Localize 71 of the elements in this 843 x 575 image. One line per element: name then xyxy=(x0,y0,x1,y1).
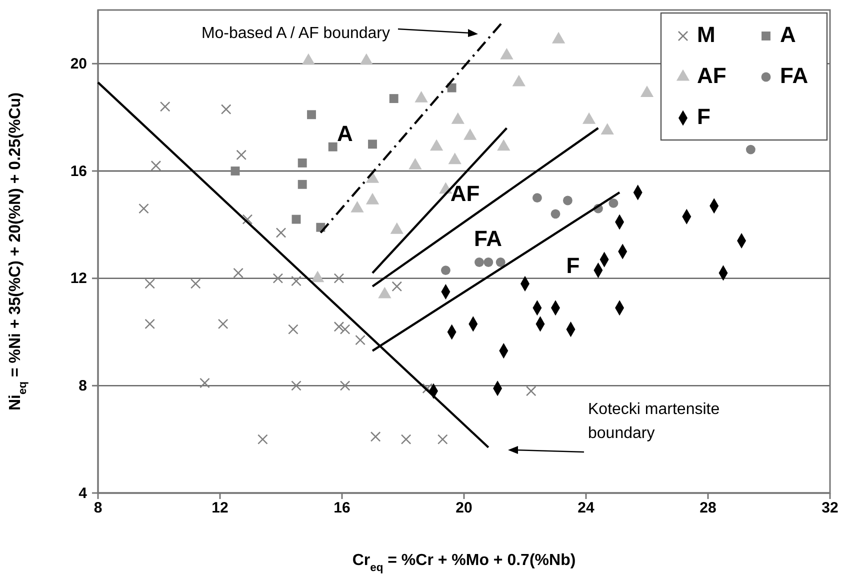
point xyxy=(288,324,298,334)
annotation: AF xyxy=(450,180,480,206)
legend-label: FA xyxy=(780,62,808,88)
point xyxy=(340,324,350,334)
point xyxy=(328,142,338,152)
point xyxy=(422,383,433,394)
annotation: Kotecki martensite boundary xyxy=(588,401,720,442)
point xyxy=(355,334,366,346)
y-tick-label: 8 xyxy=(78,377,87,394)
point xyxy=(307,110,316,120)
point xyxy=(447,83,456,92)
x-tick-label: 8 xyxy=(94,500,102,517)
point xyxy=(230,166,240,176)
point xyxy=(437,434,448,444)
point xyxy=(292,214,301,224)
legend-label: A xyxy=(780,22,796,47)
point xyxy=(298,158,307,168)
legend-label: AF xyxy=(697,62,726,88)
x-tick-label: 32 xyxy=(822,500,838,517)
point xyxy=(200,378,210,388)
x-tick-label: 20 xyxy=(456,500,472,517)
point xyxy=(233,268,244,278)
point xyxy=(550,209,560,219)
point xyxy=(334,273,344,284)
point xyxy=(400,434,412,444)
point xyxy=(334,321,344,332)
point xyxy=(608,198,618,208)
point xyxy=(291,276,302,286)
x-tick-label: 12 xyxy=(212,500,228,517)
y-tick-label: 20 xyxy=(70,55,87,72)
point xyxy=(440,266,450,275)
annotation: A xyxy=(337,120,354,146)
x-tick-label: 24 xyxy=(578,500,595,517)
point xyxy=(190,278,201,289)
annotation: FA xyxy=(474,226,502,251)
point xyxy=(242,214,253,224)
y-tick-label: 16 xyxy=(70,162,87,180)
point xyxy=(298,180,307,189)
point xyxy=(389,94,398,104)
point xyxy=(370,431,381,442)
point xyxy=(138,203,149,214)
annotation: Mo-based A / AF boundary xyxy=(201,25,390,42)
point xyxy=(236,150,247,160)
point xyxy=(144,278,156,289)
point xyxy=(484,258,494,267)
point xyxy=(220,104,232,114)
point xyxy=(291,380,302,391)
point xyxy=(562,196,572,206)
x-tick-label: 16 xyxy=(334,500,350,517)
point xyxy=(340,380,350,391)
point xyxy=(532,193,542,203)
point xyxy=(258,434,268,444)
point xyxy=(392,281,402,292)
point xyxy=(746,144,756,154)
point xyxy=(368,140,377,149)
point xyxy=(160,101,170,112)
point xyxy=(144,318,156,330)
point xyxy=(150,160,162,171)
y-tick-label: 12 xyxy=(70,270,87,288)
x-axis-title: Cr$_{eq}$ = %Cr + %Mo + 0.7(%Nb) xyxy=(352,552,576,574)
point xyxy=(474,258,484,267)
x-tick-label: 28 xyxy=(700,500,716,517)
point xyxy=(218,318,228,330)
annotation: F xyxy=(566,252,580,278)
legend-label: F xyxy=(697,104,710,129)
point xyxy=(272,273,284,284)
point xyxy=(526,386,536,396)
point xyxy=(276,228,286,238)
legend-label: M xyxy=(697,22,716,47)
y-tick-label: 4 xyxy=(78,484,88,502)
point xyxy=(496,258,506,267)
